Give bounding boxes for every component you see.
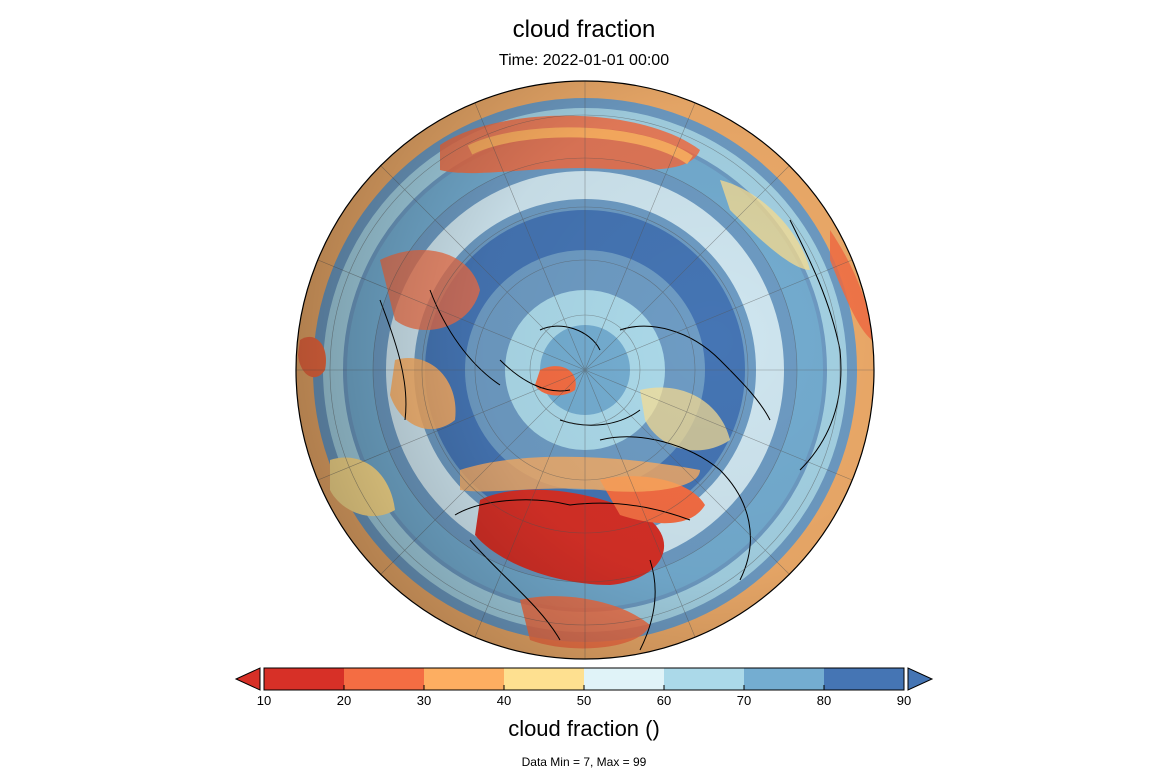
colorbar-segment	[344, 668, 425, 690]
map-subtitle: Time: 2022-01-01 00:00	[498, 52, 670, 69]
colorbar-tick-label: 40	[497, 693, 511, 708]
colorbar-tick-label: 80	[817, 693, 831, 708]
colorbar-over-arrow	[907, 667, 934, 691]
colorbar-segment	[664, 668, 745, 690]
colorbar-segment	[584, 668, 665, 690]
colorbar-tick-label: 50	[577, 693, 591, 708]
colorbar-segment	[424, 668, 505, 690]
colorbar-segment	[824, 668, 905, 690]
colorbar-segment	[504, 668, 585, 690]
colorbar-tick-label: 60	[657, 693, 671, 708]
map-title: cloud fraction	[512, 16, 656, 43]
colorbar-segment	[264, 668, 345, 690]
globe-shading	[296, 81, 874, 659]
globe-outline	[295, 80, 875, 660]
data-stats: Data Min = 7, Max = 99	[521, 755, 647, 769]
colorbar-tick-label: 70	[737, 693, 751, 708]
colorbar-segment	[744, 668, 825, 690]
colorbar-tick-label: 20	[337, 693, 351, 708]
colorbar-under-arrow	[234, 667, 261, 691]
colorbar-tick-label: 30	[417, 693, 431, 708]
colorbar-tick-label: 10	[257, 693, 271, 708]
colorbar-tick-label: 90	[897, 693, 911, 708]
colorbar-label: cloud fraction ()	[508, 716, 660, 741]
